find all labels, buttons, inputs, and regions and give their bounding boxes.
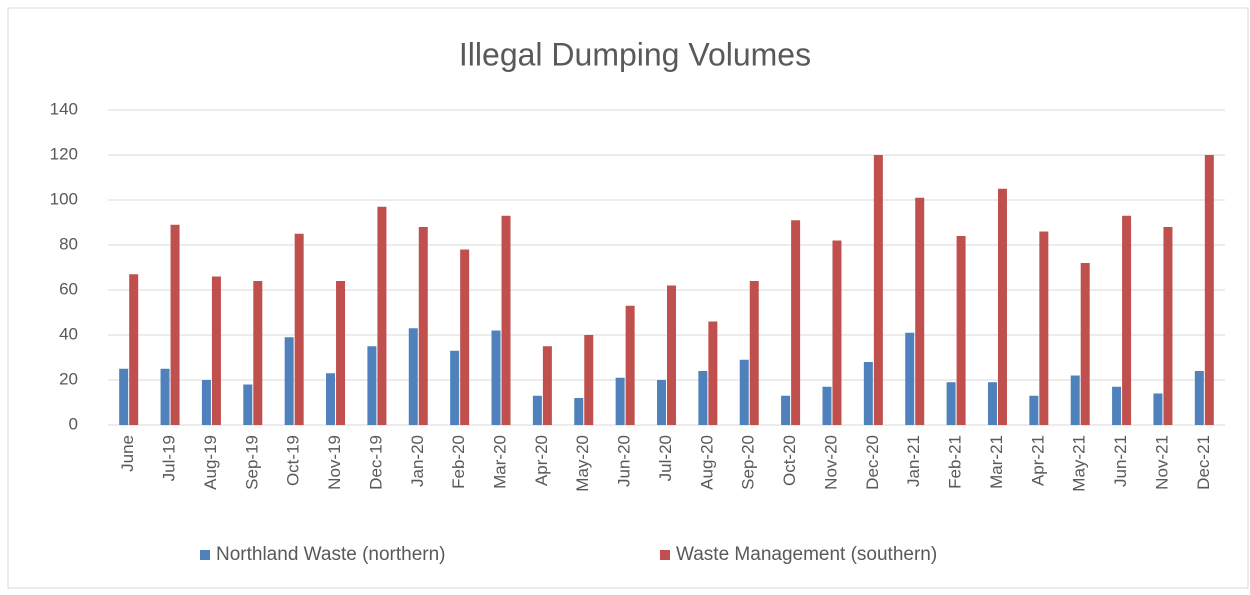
x-tick-label: Apr-21 [1028,435,1047,486]
bar [1194,371,1204,425]
y-tick-label: 20 [59,369,78,388]
bar [1163,227,1173,425]
bar [326,373,336,425]
x-tick-label: Jan-21 [904,435,923,487]
legend-label: Northland Waste (northern) [216,544,446,565]
bar [915,197,925,425]
bar [708,321,718,425]
bar [1122,215,1132,425]
bar [873,155,883,425]
bar [1029,395,1039,425]
bar [1153,393,1163,425]
bar [119,368,129,425]
x-tick-label: Sep-19 [242,435,261,490]
x-tick-label: Jul-20 [656,435,675,481]
y-tick-label: 140 [50,99,78,118]
x-tick-label: Jun-20 [615,435,634,487]
bar [791,220,801,425]
legend-label: Waste Management (southern) [676,544,937,565]
bar [377,206,387,425]
bar [129,274,139,425]
legend-swatch [660,550,670,560]
bar [460,249,470,425]
chart-border [7,7,1249,589]
bar [532,395,542,425]
x-tick-label: Aug-20 [697,435,716,490]
bar [367,346,377,425]
bar [211,276,221,425]
bar [160,368,170,425]
bar [170,224,180,425]
bar [749,281,759,425]
bar [905,332,915,425]
y-tick-label: 0 [69,414,78,433]
x-tick-label: Nov-20 [821,435,840,490]
x-tick-label: Apr-20 [532,435,551,486]
bar [1080,263,1090,425]
x-tick-label: May-20 [573,435,592,492]
bar [201,380,211,425]
y-tick-label: 120 [50,144,78,163]
x-tick-label: Nov-21 [1152,435,1171,490]
x-tick-label: Jan-20 [408,435,427,487]
y-tick-label: 80 [59,234,78,253]
x-tick-label: Feb-21 [946,435,965,489]
bar [253,281,263,425]
bar [418,227,428,425]
x-tick-label: Jul-19 [160,435,179,481]
bar [781,395,791,425]
x-tick-label: Oct-20 [780,435,799,486]
bar [243,384,253,425]
x-tick-label: June [118,435,137,472]
bar [698,371,708,425]
y-tick-label: 40 [59,324,78,343]
bar [1039,231,1049,425]
bar [450,350,460,425]
bar [739,359,749,425]
bar [1204,155,1214,425]
bar [832,240,842,425]
bar [997,188,1007,425]
bar [625,305,635,425]
x-tick-label: Jun-21 [1111,435,1130,487]
bar [657,380,666,425]
x-tick-label: Aug-19 [201,435,220,490]
x-tick-label: Oct-19 [284,435,303,486]
bar [667,285,676,425]
x-tick-label: Dec-19 [366,435,385,490]
bar [863,362,873,425]
bar [956,236,966,425]
x-tick-label: Mar-20 [491,435,510,489]
x-tick-label: Nov-19 [325,435,344,490]
bar [615,377,625,425]
x-tick-label: Dec-20 [863,435,882,490]
bar [946,382,956,425]
bar [1070,375,1080,425]
bar [584,335,594,425]
x-tick-label: May-21 [1070,435,1089,492]
bar [1112,386,1122,425]
y-tick-label: 60 [59,279,78,298]
bar [491,330,501,425]
x-tick-label: Sep-20 [739,435,758,490]
chart-title: Illegal Dumping Volumes [459,36,811,72]
x-tick-label: Feb-20 [449,435,468,489]
bar [542,346,552,425]
bar [336,281,346,425]
bar [294,233,304,425]
bar [987,382,997,425]
x-tick-label: Dec-21 [1194,435,1213,490]
y-tick-label: 100 [50,189,78,208]
bar [822,386,832,425]
bar [284,337,294,425]
bar [574,398,584,425]
bar [501,215,511,425]
bar [408,328,418,425]
legend-swatch [200,550,210,560]
x-tick-label: Mar-21 [987,435,1006,489]
